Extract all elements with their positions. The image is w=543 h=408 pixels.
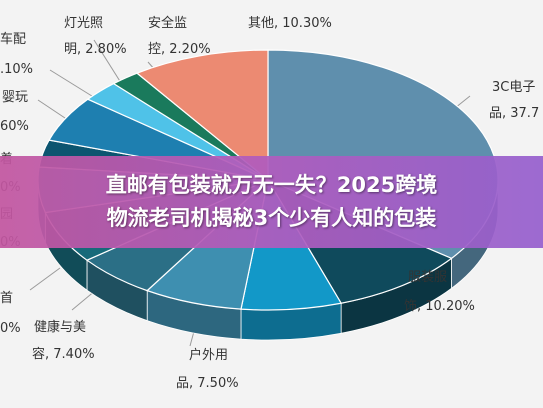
label-lighting-line1: 灯光照: [64, 16, 104, 31]
label-health-line1: 健康与美: [34, 320, 87, 335]
article-title-banner: 直邮有包装就万无一失？2025跨境 物流老司机揭秘3个少有人知的包装: [0, 156, 543, 248]
pie-slice-其他: [135, 49, 269, 182]
banner-title-line1: 直邮有包装就万无一失？2025跨境: [105, 173, 438, 197]
label-3c-line1: 3C电子: [492, 80, 536, 95]
label-baby-line1: 婴玩: [2, 90, 29, 105]
label-3c-line2: 品, 37.7: [489, 106, 540, 121]
label-clothing-line1: 服装服: [408, 270, 448, 285]
label-shoes-line2: 0%: [0, 321, 21, 336]
label-other: 其他, 10.30%: [248, 16, 332, 31]
label-outdoor-line1: 户外用: [189, 348, 229, 363]
label-lighting-line2: 明, 2.80%: [64, 42, 127, 57]
label-security-line1: 安全监: [148, 16, 188, 31]
label-shoes-line1: 首: [0, 291, 14, 306]
label-health-line2: 容, 7.40%: [32, 347, 95, 362]
label-security-line2: 控, 2.20%: [148, 42, 211, 57]
label-clothing-line2: 饰, 10.20%: [404, 299, 475, 314]
label-baby-line2: 60%: [0, 119, 29, 134]
label-auto-line2: .10%: [0, 62, 34, 77]
label-outdoor-line2: 品, 7.50%: [176, 376, 239, 391]
banner-title-line2: 物流老司机揭秘3个少有人知的包装: [106, 206, 437, 230]
label-auto-line1: 车配: [0, 32, 27, 47]
